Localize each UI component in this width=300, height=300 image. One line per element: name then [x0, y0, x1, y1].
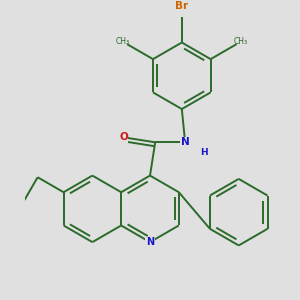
Text: O: O [119, 132, 128, 142]
Text: N: N [146, 237, 154, 247]
Text: CH₃: CH₃ [233, 37, 248, 46]
Text: CH₃: CH₃ [116, 37, 130, 46]
Text: N: N [181, 137, 190, 147]
Text: H: H [200, 148, 207, 157]
Text: Br: Br [175, 1, 188, 11]
